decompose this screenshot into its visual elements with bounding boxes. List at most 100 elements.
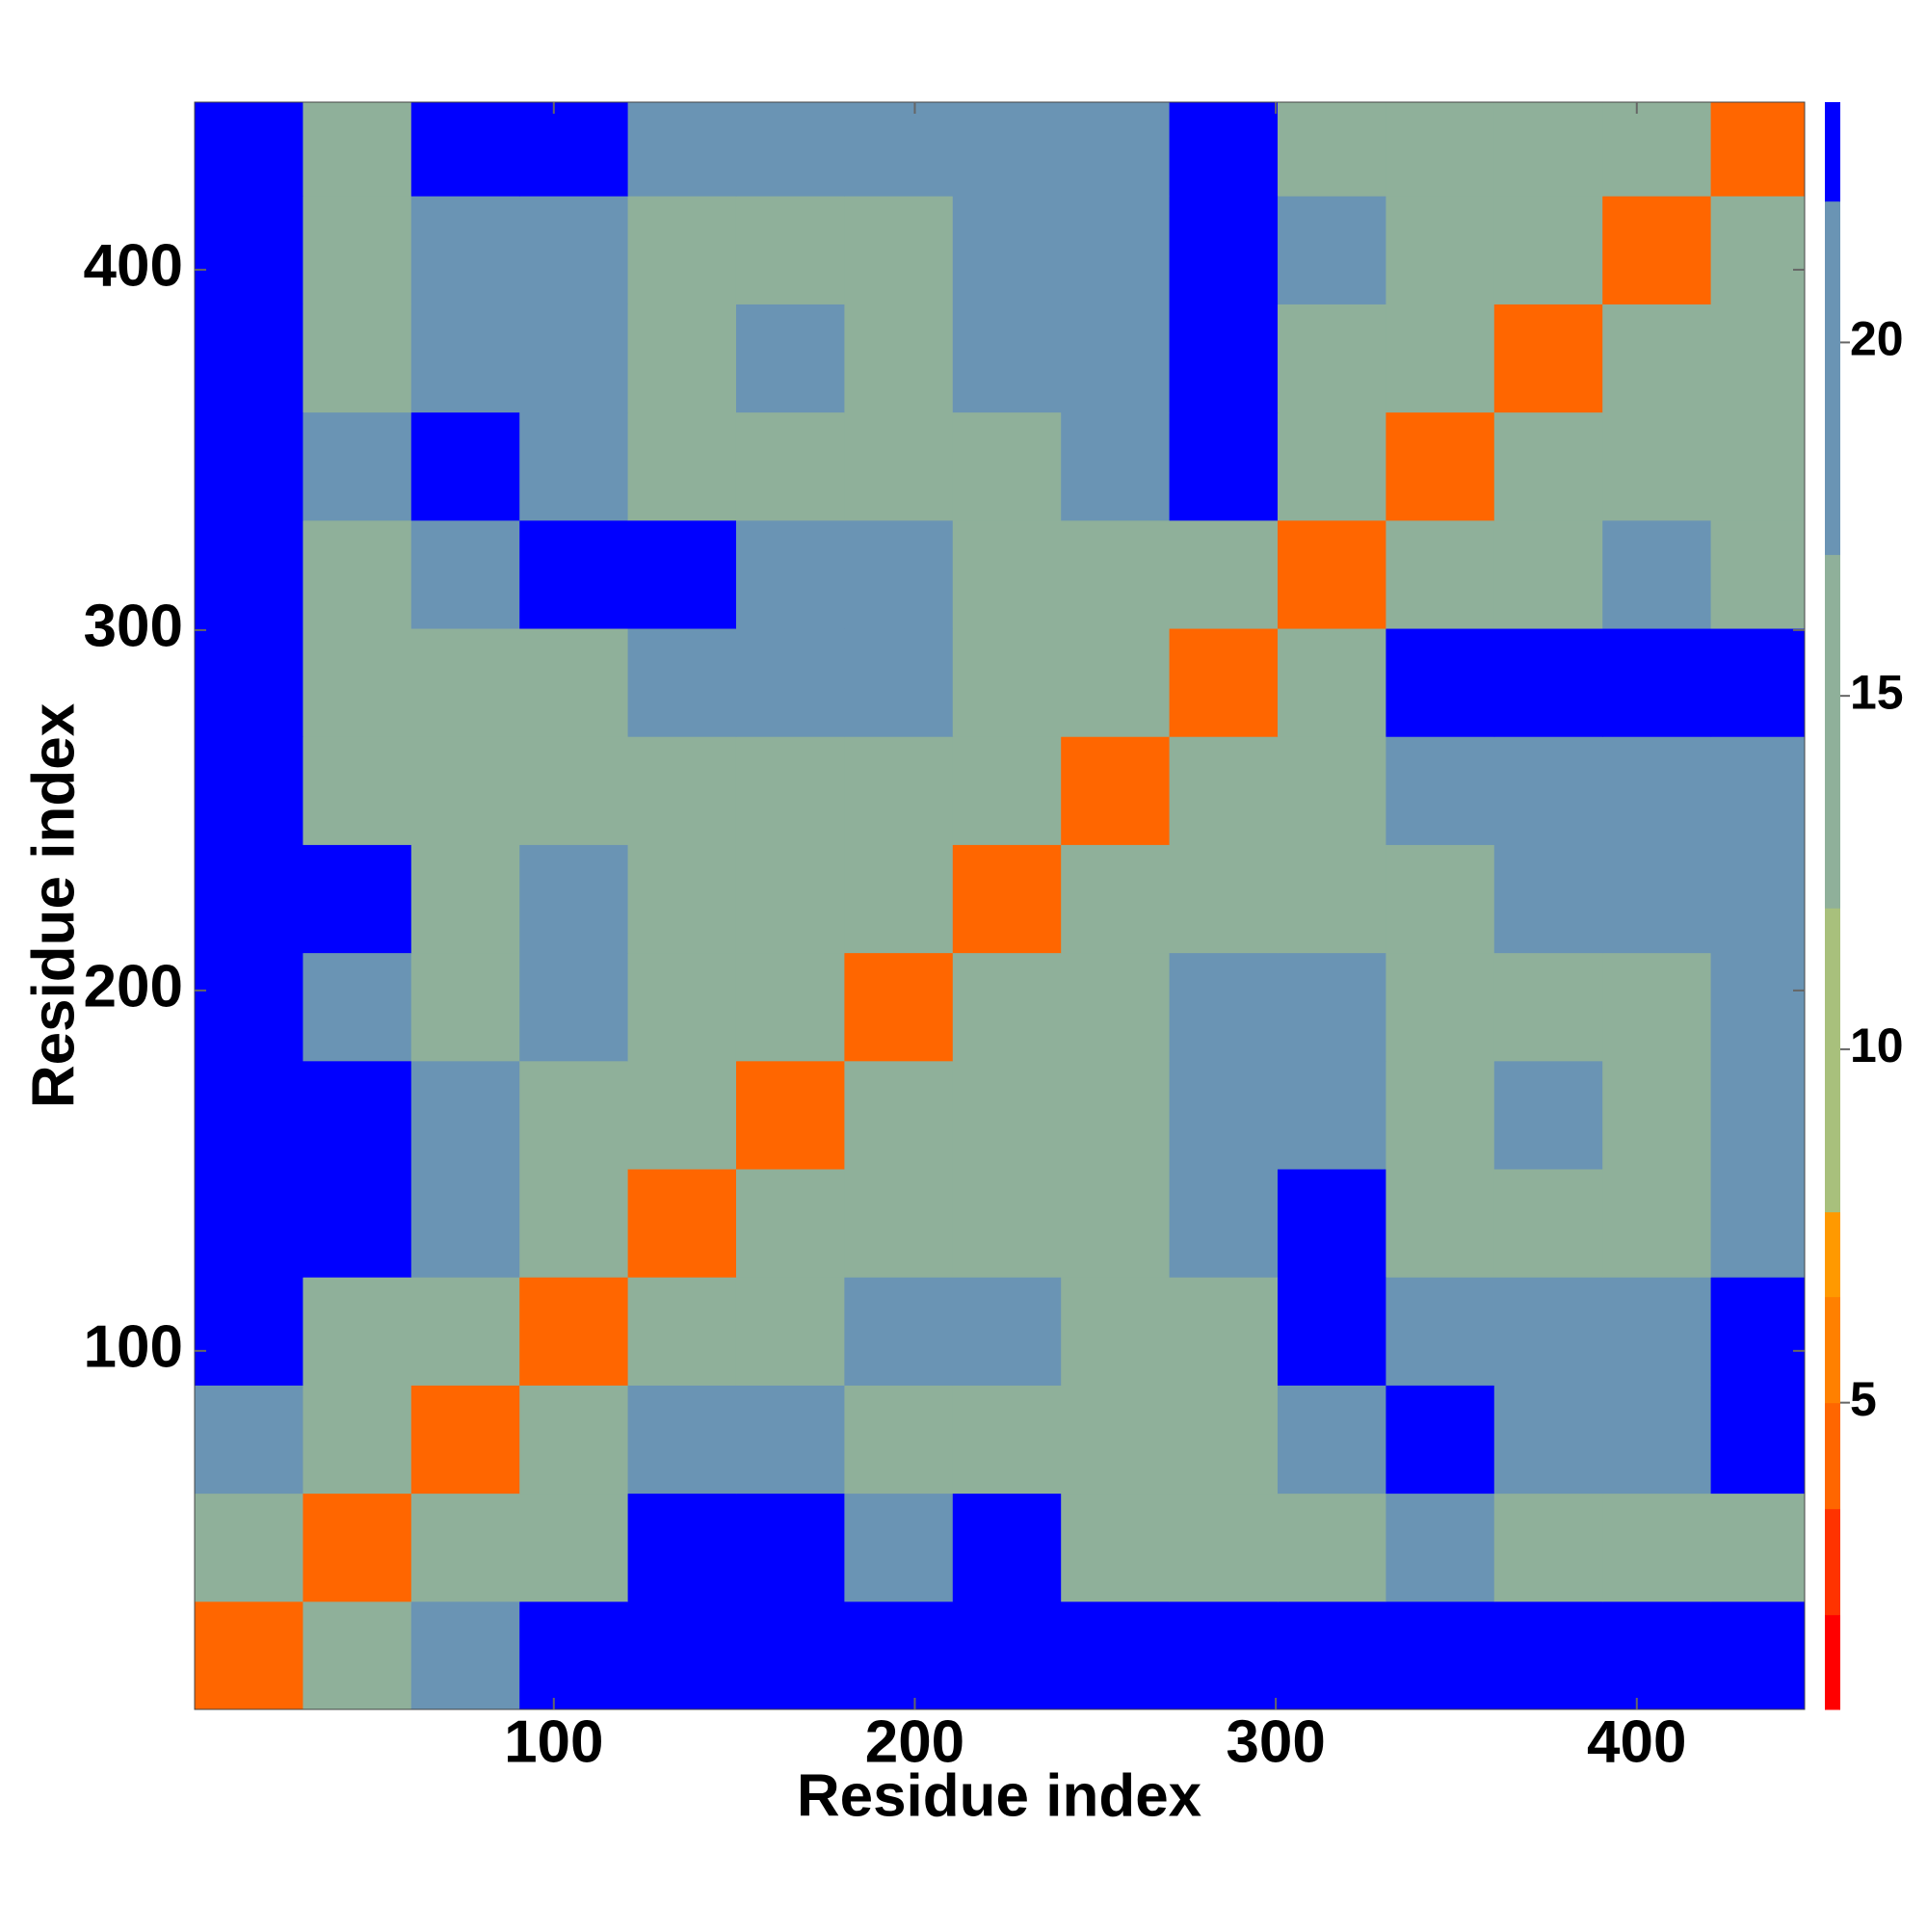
heatmap-cell: [844, 102, 954, 197]
heatmap-cell: [519, 196, 629, 304]
heatmap-cell: [303, 102, 412, 197]
heatmap-cell: [1277, 411, 1386, 521]
heatmap-cell: [303, 736, 412, 845]
heatmap-cell: [1493, 304, 1603, 413]
y-tick-label: 100: [84, 1313, 183, 1380]
heatmap-cell: [844, 844, 954, 954]
heatmap-cell: [952, 102, 1062, 197]
x-axis-title: Residue index: [797, 1762, 1202, 1829]
colorbar-level: [1825, 1614, 1840, 1710]
heatmap-cell: [195, 102, 304, 197]
heatmap-cell: [1386, 736, 1495, 845]
heatmap-cell: [952, 1060, 1062, 1170]
heatmap-cell: [303, 1493, 412, 1602]
heatmap-cell: [1602, 628, 1712, 737]
heatmap-cell: [1493, 102, 1603, 197]
heatmap-cell: [1277, 1060, 1386, 1170]
heatmap-cell: [1386, 952, 1495, 1062]
heatmap-cell: [195, 519, 304, 629]
heatmap-cell: [627, 1493, 737, 1602]
heatmap-cell: [303, 1277, 412, 1386]
heatmap-cell: [735, 1493, 845, 1602]
heatmap-cell: [1277, 519, 1386, 629]
heatmap-cell: [1493, 736, 1603, 845]
heatmap-cell: [1386, 411, 1495, 521]
colorbar-tick-label: 5: [1850, 1372, 1877, 1426]
heatmap-cell: [1710, 1385, 1806, 1495]
heatmap-cell: [303, 411, 412, 521]
heatmap-cell: [735, 736, 845, 845]
heatmap-cell: [1061, 519, 1171, 629]
heatmap-cell: [1169, 952, 1279, 1062]
heatmap-cell: [1277, 844, 1386, 954]
heatmap-cell: [627, 1169, 737, 1278]
heatmap-cell: [410, 1060, 520, 1170]
heatmap-cell: [1061, 1493, 1171, 1602]
heatmap-cell: [1061, 1060, 1171, 1170]
colorbar-level: [1825, 102, 1840, 202]
colorbar-level: [1825, 1296, 1840, 1404]
colorbar-tick-label: 15: [1850, 665, 1904, 719]
heatmap-cell: [844, 411, 954, 521]
heatmap-cell: [410, 1169, 520, 1278]
heatmap-cell: [1710, 1601, 1806, 1710]
heatmap-cell: [952, 1277, 1062, 1386]
heatmap-cell: [627, 196, 737, 304]
heatmap-cell: [1169, 1493, 1279, 1602]
heatmap-cell: [735, 844, 845, 954]
heatmap-cell: [844, 736, 954, 845]
heatmap-cell: [1710, 304, 1806, 413]
heatmap-cell: [735, 952, 845, 1062]
colorbar: [1825, 102, 1840, 1710]
heatmap-cell: [1277, 1493, 1386, 1602]
heatmap-cell: [303, 304, 412, 413]
heatmap-cell: [519, 1169, 629, 1278]
heatmap-cell: [1169, 519, 1279, 629]
heatmap-cell: [1169, 196, 1279, 304]
heatmap-cell: [1061, 1277, 1171, 1386]
heatmap-cell: [627, 1060, 737, 1170]
heatmap-cell: [303, 1060, 412, 1170]
heatmap-cell: [627, 519, 737, 629]
heatmap-cell: [1277, 736, 1386, 845]
heatmap-cell: [1710, 1169, 1806, 1278]
heatmap-cell: [1602, 1601, 1712, 1710]
heatmap-cell: [410, 844, 520, 954]
heatmap-cell: [844, 952, 954, 1062]
heatmap-cell: [627, 1601, 737, 1710]
heatmap-cell: [410, 196, 520, 304]
heatmap-cell: [303, 1385, 412, 1495]
heatmap-cell: [195, 1277, 304, 1386]
colorbar-tick-label: 10: [1850, 1019, 1904, 1072]
heatmap-cell: [1277, 1385, 1386, 1495]
heatmap-cell: [303, 628, 412, 737]
heatmap-cell: [1169, 1601, 1279, 1710]
heatmap-cell: [952, 196, 1062, 304]
heatmap-cell: [1493, 628, 1603, 737]
heatmap-cell: [1710, 519, 1806, 629]
heatmap-cell: [1493, 519, 1603, 629]
heatmap-cell: [1602, 844, 1712, 954]
heatmap-cell: [1710, 952, 1806, 1062]
heatmap-cell: [735, 1601, 845, 1710]
heatmap-cell: [195, 952, 304, 1062]
heatmap-cell: [627, 304, 737, 413]
heatmap-cell: [195, 304, 304, 413]
heatmap-cell: [1493, 1601, 1603, 1710]
y-tick-label: 400: [84, 232, 183, 299]
heatmap-cell: [1710, 102, 1806, 197]
heatmap-cell: [1493, 1493, 1603, 1602]
heatmap-cell: [195, 1060, 304, 1170]
heatmap-cell: [1061, 844, 1171, 954]
heatmap-cell: [1493, 196, 1603, 304]
heatmap-cell: [410, 411, 520, 521]
heatmap-cell: [1710, 411, 1806, 521]
heatmap-cell: [1710, 1277, 1806, 1386]
heatmap-cell: [1386, 1493, 1495, 1602]
heatmap-cell: [519, 736, 629, 845]
heatmap-cell: [1493, 952, 1603, 1062]
heatmap-cell: [1169, 736, 1279, 845]
heatmap-cell: [1710, 628, 1806, 737]
